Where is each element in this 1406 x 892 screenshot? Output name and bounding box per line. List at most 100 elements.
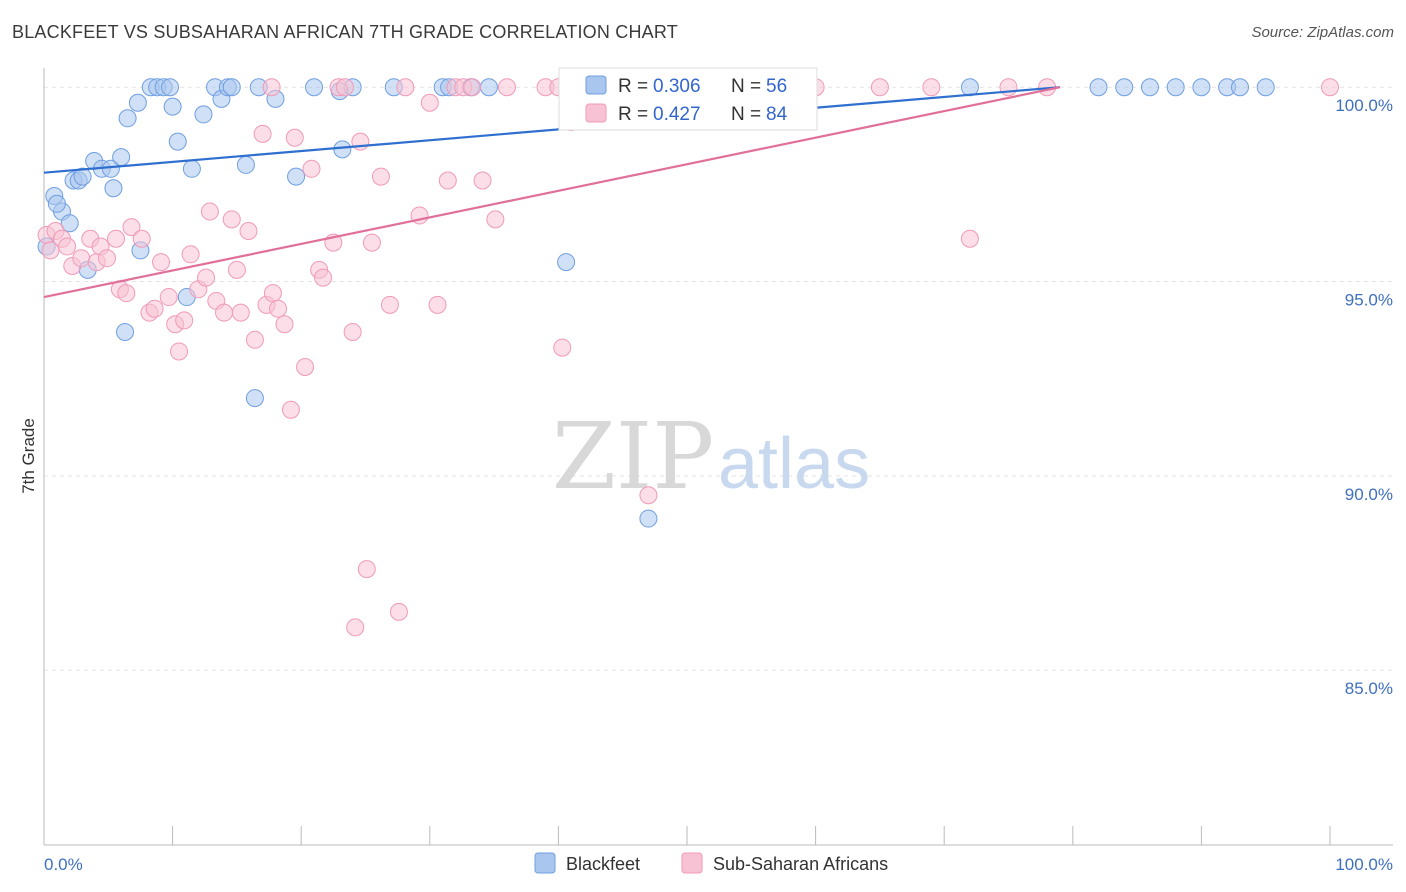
data-point-subsaharan	[181, 245, 200, 264]
data-point-blackfeet	[104, 179, 123, 198]
watermark-zip: ZIP	[552, 403, 714, 510]
series-legend: Blackfeet Sub-Saharan Africans	[534, 852, 888, 874]
data-point-blackfeet	[1166, 78, 1185, 97]
correlation-n-label: N =	[731, 76, 761, 97]
y-tick-label: 95.0%	[1345, 291, 1393, 310]
data-point-subsaharan	[870, 78, 889, 97]
data-point-blackfeet	[60, 214, 79, 233]
chart-source: Source: ZipAtlas.com	[1251, 24, 1394, 41]
data-point-subsaharan	[117, 284, 136, 303]
data-point-blackfeet	[1115, 78, 1134, 97]
data-point-blackfeet	[1140, 78, 1159, 97]
data-point-blackfeet	[639, 509, 658, 528]
trend-line-blackfeet	[43, 86, 1061, 174]
data-point-subsaharan	[314, 268, 333, 287]
data-point-blackfeet	[163, 97, 182, 116]
data-point-blackfeet	[1192, 78, 1211, 97]
data-point-subsaharan	[285, 128, 304, 147]
data-point-subsaharan	[389, 602, 408, 621]
data-point-subsaharan	[253, 124, 272, 143]
data-point-subsaharan	[380, 295, 399, 314]
data-point-blackfeet	[73, 167, 92, 186]
data-point-blackfeet	[1089, 78, 1108, 97]
correlation-swatch-subsaharan	[585, 103, 607, 123]
data-point-subsaharan	[231, 303, 250, 322]
data-point-blackfeet	[236, 155, 255, 174]
data-point-subsaharan	[428, 295, 447, 314]
y-tick-label: 90.0%	[1345, 485, 1393, 504]
data-point-blackfeet	[161, 78, 180, 97]
correlation-r-label: R =	[618, 104, 648, 125]
data-point-subsaharan	[98, 249, 117, 268]
data-point-subsaharan	[239, 221, 258, 240]
data-point-subsaharan	[343, 323, 362, 342]
data-point-subsaharan	[262, 78, 281, 97]
data-point-subsaharan	[152, 253, 171, 272]
data-point-subsaharan	[107, 229, 126, 248]
data-point-blackfeet	[557, 253, 576, 272]
data-point-blackfeet	[118, 109, 137, 128]
x-tick-label: 0.0%	[44, 855, 83, 874]
data-point-blackfeet	[245, 389, 264, 408]
data-point-blackfeet	[287, 167, 306, 186]
correlation-n-value: 56	[766, 76, 787, 97]
data-point-subsaharan	[553, 338, 572, 357]
data-point-subsaharan	[497, 78, 516, 97]
watermark: ZIP atlas	[552, 403, 870, 510]
data-point-subsaharan	[197, 268, 216, 287]
data-point-blackfeet	[47, 194, 66, 213]
data-point-subsaharan	[486, 210, 505, 229]
data-point-blackfeet	[1230, 78, 1249, 97]
data-point-subsaharan	[281, 400, 300, 419]
data-point-subsaharan	[463, 78, 482, 97]
data-point-subsaharan	[41, 241, 60, 260]
data-point-subsaharan	[200, 202, 219, 221]
data-point-blackfeet	[116, 323, 135, 342]
data-point-blackfeet	[128, 93, 147, 112]
correlation-legend: R = 0.306 N = 56 R = 0.427 N = 84	[558, 67, 818, 131]
data-point-subsaharan	[275, 315, 294, 334]
correlation-r-label: R =	[618, 76, 648, 97]
data-point-subsaharan	[639, 486, 658, 505]
data-point-subsaharan	[296, 358, 315, 377]
data-point-blackfeet	[182, 159, 201, 178]
x-tick-labels: 0.0% 100.0%	[44, 855, 1393, 874]
data-point-blackfeet	[194, 105, 213, 124]
data-point-subsaharan	[960, 229, 979, 248]
data-point-subsaharan	[1321, 78, 1339, 97]
correlation-swatch-blackfeet	[585, 75, 607, 95]
data-point-blackfeet	[960, 78, 979, 97]
data-point-subsaharan	[999, 78, 1018, 97]
trend-lines	[43, 86, 1061, 299]
y-tick-label: 100.0%	[1335, 96, 1393, 115]
data-point-subsaharan	[222, 210, 241, 229]
data-point-subsaharan	[346, 618, 365, 637]
y-axis-title: 7th Grade	[19, 418, 38, 494]
data-point-blackfeet	[305, 78, 324, 97]
data-point-blackfeet	[112, 148, 131, 167]
data-point-blackfeet	[333, 140, 352, 159]
data-point-subsaharan	[396, 78, 415, 97]
data-point-blackfeet	[222, 78, 241, 97]
data-point-subsaharan	[302, 159, 321, 178]
data-point-subsaharan	[72, 249, 91, 268]
data-point-subsaharan	[357, 560, 376, 579]
correlation-r-value: 0.427	[653, 104, 701, 125]
data-point-subsaharan	[922, 78, 941, 97]
data-point-subsaharan	[215, 303, 234, 322]
data-point-subsaharan	[438, 171, 457, 190]
data-point-blackfeet	[168, 132, 187, 151]
data-point-subsaharan	[175, 311, 194, 330]
legend-swatch-subsaharan	[681, 852, 703, 874]
data-point-subsaharan	[122, 218, 141, 237]
data-point-subsaharan	[269, 299, 288, 318]
trend-line-subsaharan	[43, 86, 1061, 299]
correlation-n-value: 84	[766, 104, 788, 125]
data-point-subsaharan	[263, 284, 282, 303]
data-point-subsaharan	[473, 171, 492, 190]
data-point-subsaharan	[227, 260, 246, 279]
data-point-subsaharan	[420, 93, 439, 112]
data-point-subsaharan	[245, 330, 264, 349]
grid-lines	[44, 86, 1393, 671]
